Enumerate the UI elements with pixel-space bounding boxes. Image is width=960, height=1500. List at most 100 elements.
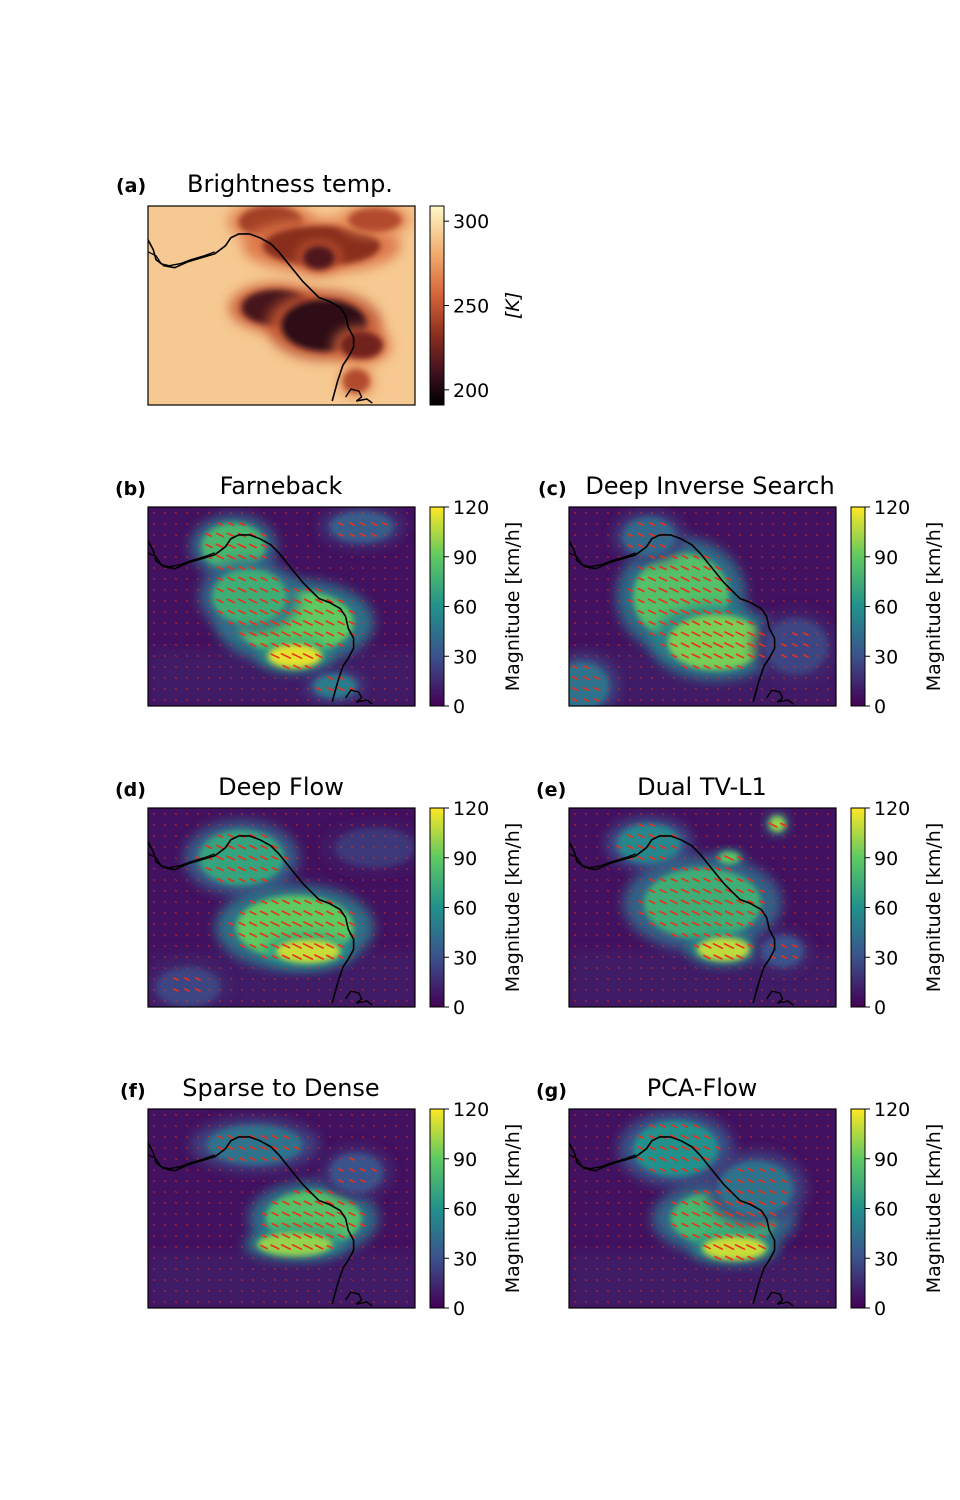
flow-arrow [248,543,258,549]
flow-arrow [574,956,576,958]
flow-arrow [351,846,353,848]
flow-arrow [618,534,620,536]
flow-arrow [296,989,298,991]
flow-arrow [315,598,323,604]
flow-arrow [186,813,188,815]
flow-arrow [585,1202,587,1204]
flow-arrow [227,565,235,571]
flow-arrow [208,879,210,881]
flow-arrow [739,1279,741,1281]
flow-arrow [596,1158,598,1160]
flow-arrow [395,923,397,925]
flow-arrow [724,620,734,626]
flow-arrow [164,677,166,679]
flow-arrow [307,512,309,514]
flow-arrow [794,622,796,624]
flow-arrow [680,565,690,571]
flow-arrow [263,978,265,980]
flow-arrow [805,846,807,848]
flow-arrow [794,934,796,936]
flow-arrow [717,1169,719,1171]
flow-arrow [750,699,752,701]
flow-arrow [703,1190,711,1194]
flow-arrow [208,611,210,613]
flow-arrow [640,1235,642,1237]
flow-arrow [684,857,686,859]
flow-arrow [248,855,258,861]
flow-arrow [362,1235,364,1237]
flow-arrow [783,567,785,569]
flow-arrow [712,642,724,648]
flow-arrow [761,879,763,881]
flow-arrow [175,1290,177,1292]
flow-arrow [747,1189,755,1195]
flow-arrow [607,1213,609,1215]
flow-arrow [248,921,258,927]
flow-arrow [662,989,664,991]
flow-arrow [706,978,708,980]
flow-arrow [739,699,741,701]
flow-arrow [706,1279,708,1281]
flow-arrow [728,1147,730,1149]
flow-arrow [340,1147,342,1149]
flow-arrow [761,688,763,690]
flow-arrow [164,1114,166,1116]
flow-arrow [648,1134,656,1140]
flow-arrow [805,1136,807,1138]
flow-arrow [723,1244,735,1250]
flow-arrow [816,956,818,958]
flow-arrow [735,1255,745,1261]
flow-arrow [648,522,656,526]
flow-arrow [607,1136,609,1138]
flow-arrow [827,846,829,848]
flow-arrow [651,1279,653,1281]
flow-arrow [359,522,367,526]
flow-arrow [186,1147,188,1149]
flow-arrow [197,890,199,892]
flow-arrow [618,1180,620,1182]
flow-arrow [574,978,576,980]
flow-arrow [637,621,645,625]
flow-arrow [827,1114,829,1116]
flow-arrow [153,655,155,657]
flow-arrow [761,600,763,602]
flow-arrow [794,868,796,870]
flow-arrow [384,699,386,701]
flow-arrow [827,824,829,826]
flow-arrow [827,1224,829,1226]
flow-arrow [582,697,590,703]
flow-arrow [362,688,364,690]
flow-arrow [274,1125,276,1127]
flow-arrow [640,1180,642,1182]
flow-arrow [314,910,324,916]
speed-core-3 [268,644,322,669]
flow-arrow [651,677,653,679]
flow-arrow [285,846,287,848]
flow-arrow [219,824,221,826]
flow-arrow [164,1125,166,1127]
flow-arrow [153,835,155,837]
flow-arrow [651,945,653,947]
flow-arrow [395,578,397,580]
flow-arrow [681,932,689,938]
flow-arrow [259,598,269,604]
flow-arrow [607,824,609,826]
flow-arrow [274,824,276,826]
flow-arrow [329,1136,331,1138]
flow-arrow [296,1301,298,1303]
flow-arrow [827,1169,829,1171]
flow-arrow [373,1268,375,1270]
flow-arrow [274,545,276,547]
flow-arrow [362,1279,364,1281]
flow-arrow [175,644,177,646]
flow-arrow [684,1290,686,1292]
flow-arrow [197,578,199,580]
flow-arrow [271,1233,279,1239]
flow-arrow [362,978,364,980]
flow-arrow [640,1257,642,1259]
flow-arrow [585,589,587,591]
flow-arrow [596,633,598,635]
flow-arrow [582,675,590,681]
flow-arrow [249,877,257,883]
flow-arrow [713,1233,723,1239]
